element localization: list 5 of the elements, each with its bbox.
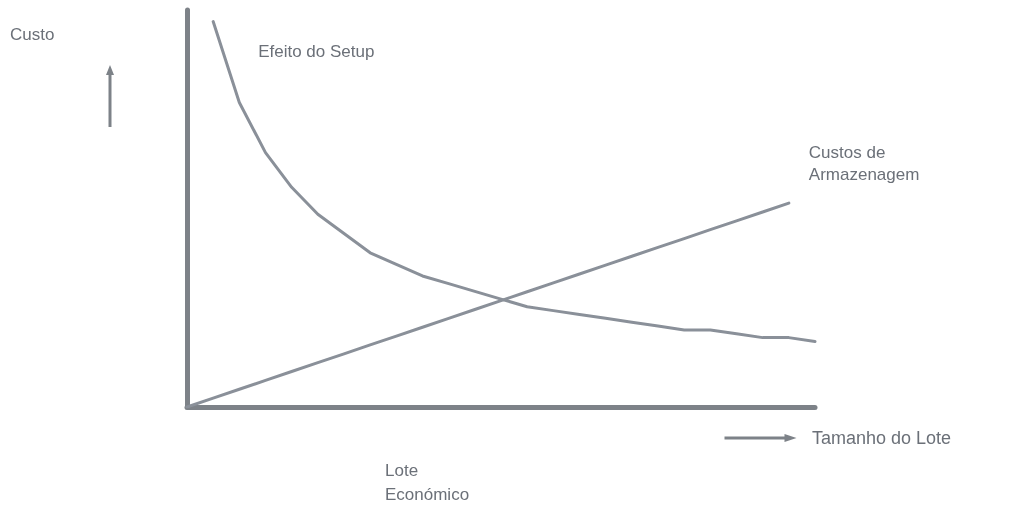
x-axis-title: Tamanho do Lote xyxy=(812,428,952,448)
series-label: Custos de Armazenagem xyxy=(808,142,920,184)
series-label: Efeito do Setup xyxy=(258,42,375,62)
text: Lote Económico xyxy=(385,460,470,504)
text: Custo xyxy=(10,24,55,44)
